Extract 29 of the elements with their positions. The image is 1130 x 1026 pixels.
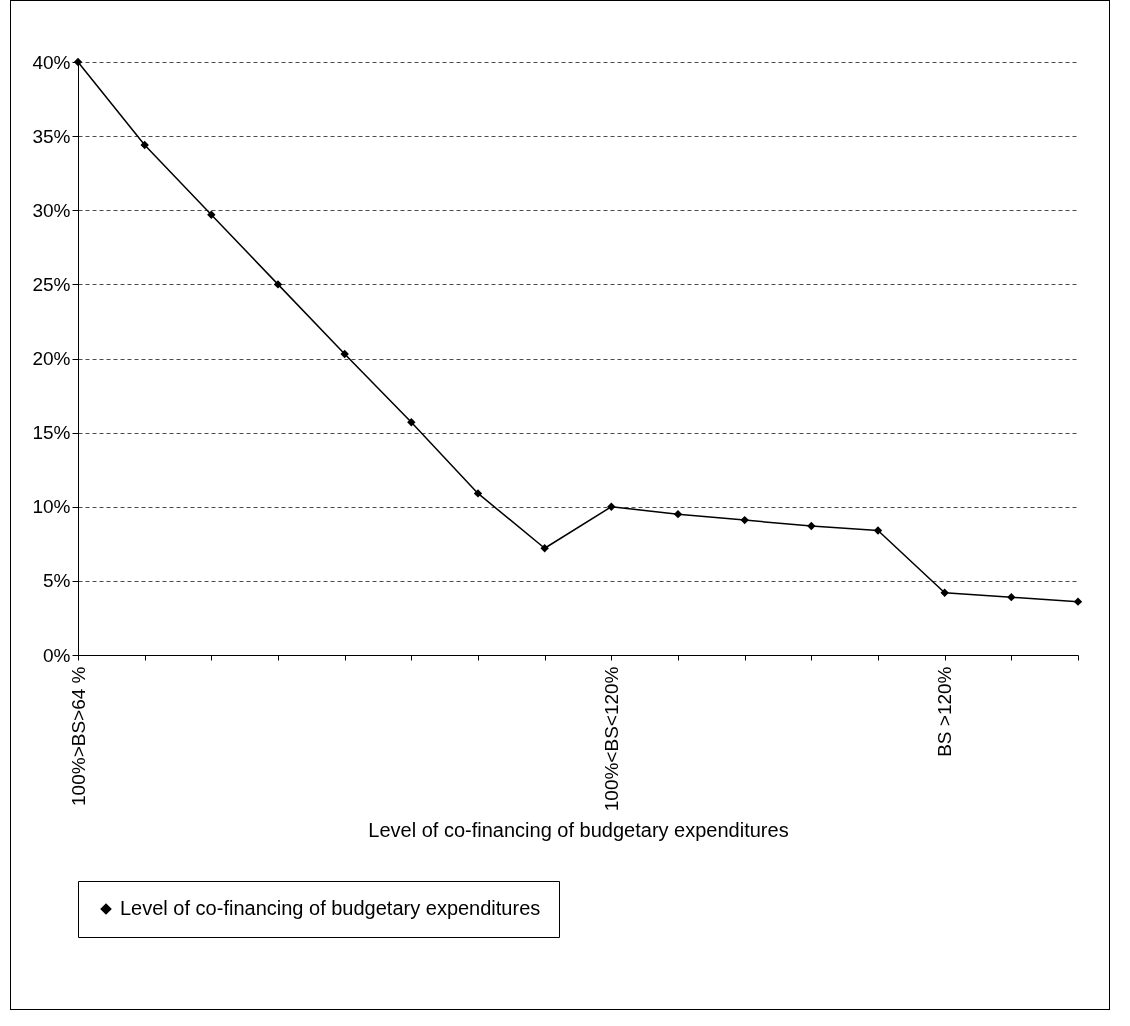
point (1073, 597, 1083, 606)
point (473, 489, 483, 498)
point (740, 515, 749, 525)
point (540, 544, 549, 553)
point (340, 349, 349, 359)
y-tick-label: 25% (32, 273, 71, 295)
legend-label: Level of co-financing of budgetary expenditures (120, 897, 541, 919)
point (273, 280, 283, 289)
y-tick-label: 0% (43, 644, 71, 666)
y-tick-label: 30% (32, 199, 71, 221)
x-tick-label: BS >120% (934, 666, 956, 757)
point (873, 526, 883, 535)
point (140, 140, 149, 150)
point (673, 509, 683, 519)
y-tick-label: 15% (32, 422, 71, 444)
x-tick-label: 100%<BS<120% (600, 666, 622, 812)
y-tick-label: 35% (32, 125, 71, 147)
y-tick-label: 20% (32, 348, 71, 369)
point (407, 418, 416, 427)
point (207, 210, 216, 219)
point (807, 521, 816, 531)
y-tick-label: 5% (43, 570, 71, 592)
point (1007, 593, 1016, 602)
x-axis-title: Level of co-financing of budgetary expenditures (368, 819, 789, 842)
y-tick-label: 10% (32, 496, 71, 518)
point (607, 502, 616, 511)
x-tick-label: 100%>BS>64 % (67, 666, 89, 806)
point (940, 588, 949, 597)
y-tick-label: 40% (32, 51, 71, 73)
